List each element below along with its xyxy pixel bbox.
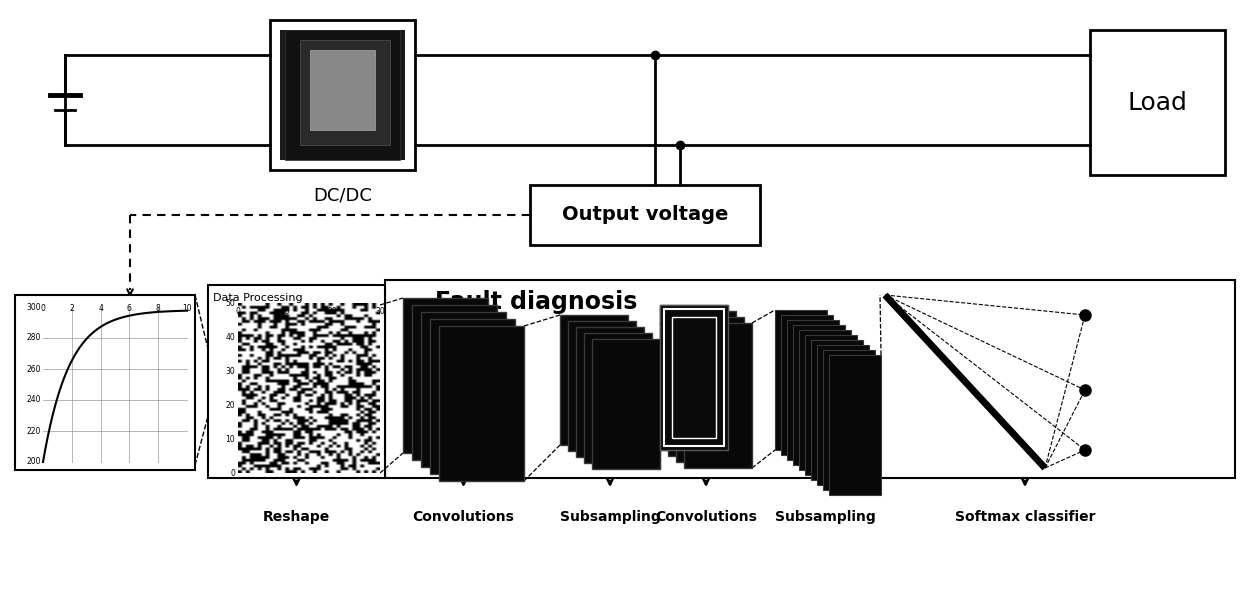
Text: 8: 8 xyxy=(156,304,160,313)
Text: Fault diagnosis: Fault diagnosis xyxy=(435,290,637,314)
Text: 10: 10 xyxy=(226,434,236,443)
Bar xyxy=(660,305,728,450)
Bar xyxy=(384,280,1235,478)
Text: DC/DC: DC/DC xyxy=(312,186,372,204)
Text: 280: 280 xyxy=(26,333,41,342)
Bar xyxy=(577,327,644,457)
Text: 20: 20 xyxy=(226,400,236,410)
Text: 2: 2 xyxy=(69,304,74,313)
Bar xyxy=(799,330,851,470)
Bar xyxy=(560,315,627,445)
Text: 20: 20 xyxy=(327,307,337,316)
Text: 200: 200 xyxy=(26,457,41,466)
Bar xyxy=(811,340,863,480)
Bar xyxy=(439,326,525,481)
Bar xyxy=(794,325,844,465)
Bar xyxy=(280,30,405,160)
Bar xyxy=(668,311,737,456)
Text: Load: Load xyxy=(1127,91,1188,115)
Polygon shape xyxy=(310,50,374,130)
Bar xyxy=(805,335,857,475)
Text: 10: 10 xyxy=(280,307,290,316)
Bar xyxy=(584,333,652,463)
Text: 40: 40 xyxy=(226,332,236,341)
Text: 30: 30 xyxy=(226,367,236,376)
Bar xyxy=(775,310,827,450)
Bar xyxy=(823,350,875,490)
Polygon shape xyxy=(300,40,391,145)
Text: 0: 0 xyxy=(236,307,241,316)
Text: 0: 0 xyxy=(41,304,46,313)
Bar xyxy=(591,339,660,469)
Text: 0: 0 xyxy=(231,469,236,478)
Text: 300: 300 xyxy=(26,303,41,312)
Bar xyxy=(529,185,760,245)
Bar xyxy=(684,323,751,468)
Bar xyxy=(676,317,744,462)
Text: 240: 240 xyxy=(26,396,41,405)
Text: 4: 4 xyxy=(98,304,103,313)
Bar xyxy=(422,312,506,467)
Bar xyxy=(208,285,384,478)
Text: 6: 6 xyxy=(126,304,131,313)
Bar xyxy=(412,305,497,460)
Bar xyxy=(403,298,489,453)
Text: Softmax classifier: Softmax classifier xyxy=(955,510,1095,524)
Bar xyxy=(568,321,636,451)
Text: Subsampling: Subsampling xyxy=(775,510,875,524)
Bar xyxy=(817,345,869,485)
Text: Reshape: Reshape xyxy=(263,510,330,524)
Bar xyxy=(430,319,515,474)
Polygon shape xyxy=(285,30,401,160)
Text: 260: 260 xyxy=(26,364,41,373)
Text: Output voltage: Output voltage xyxy=(562,205,728,225)
Bar xyxy=(1090,30,1225,175)
Text: 10: 10 xyxy=(182,304,192,313)
Text: Convolutions: Convolutions xyxy=(413,510,515,524)
Bar xyxy=(15,295,195,470)
Bar xyxy=(270,20,415,170)
Bar xyxy=(660,305,728,450)
Text: 30: 30 xyxy=(376,307,384,316)
Bar xyxy=(830,355,880,495)
Text: Data Processing: Data Processing xyxy=(213,293,303,303)
Bar xyxy=(663,309,724,446)
Bar xyxy=(787,320,839,460)
Bar xyxy=(672,317,715,438)
Text: Subsampling: Subsampling xyxy=(559,510,661,524)
Text: Convolutions: Convolutions xyxy=(655,510,756,524)
Text: 220: 220 xyxy=(26,426,41,435)
Bar xyxy=(781,315,833,455)
Text: 50: 50 xyxy=(226,298,236,307)
